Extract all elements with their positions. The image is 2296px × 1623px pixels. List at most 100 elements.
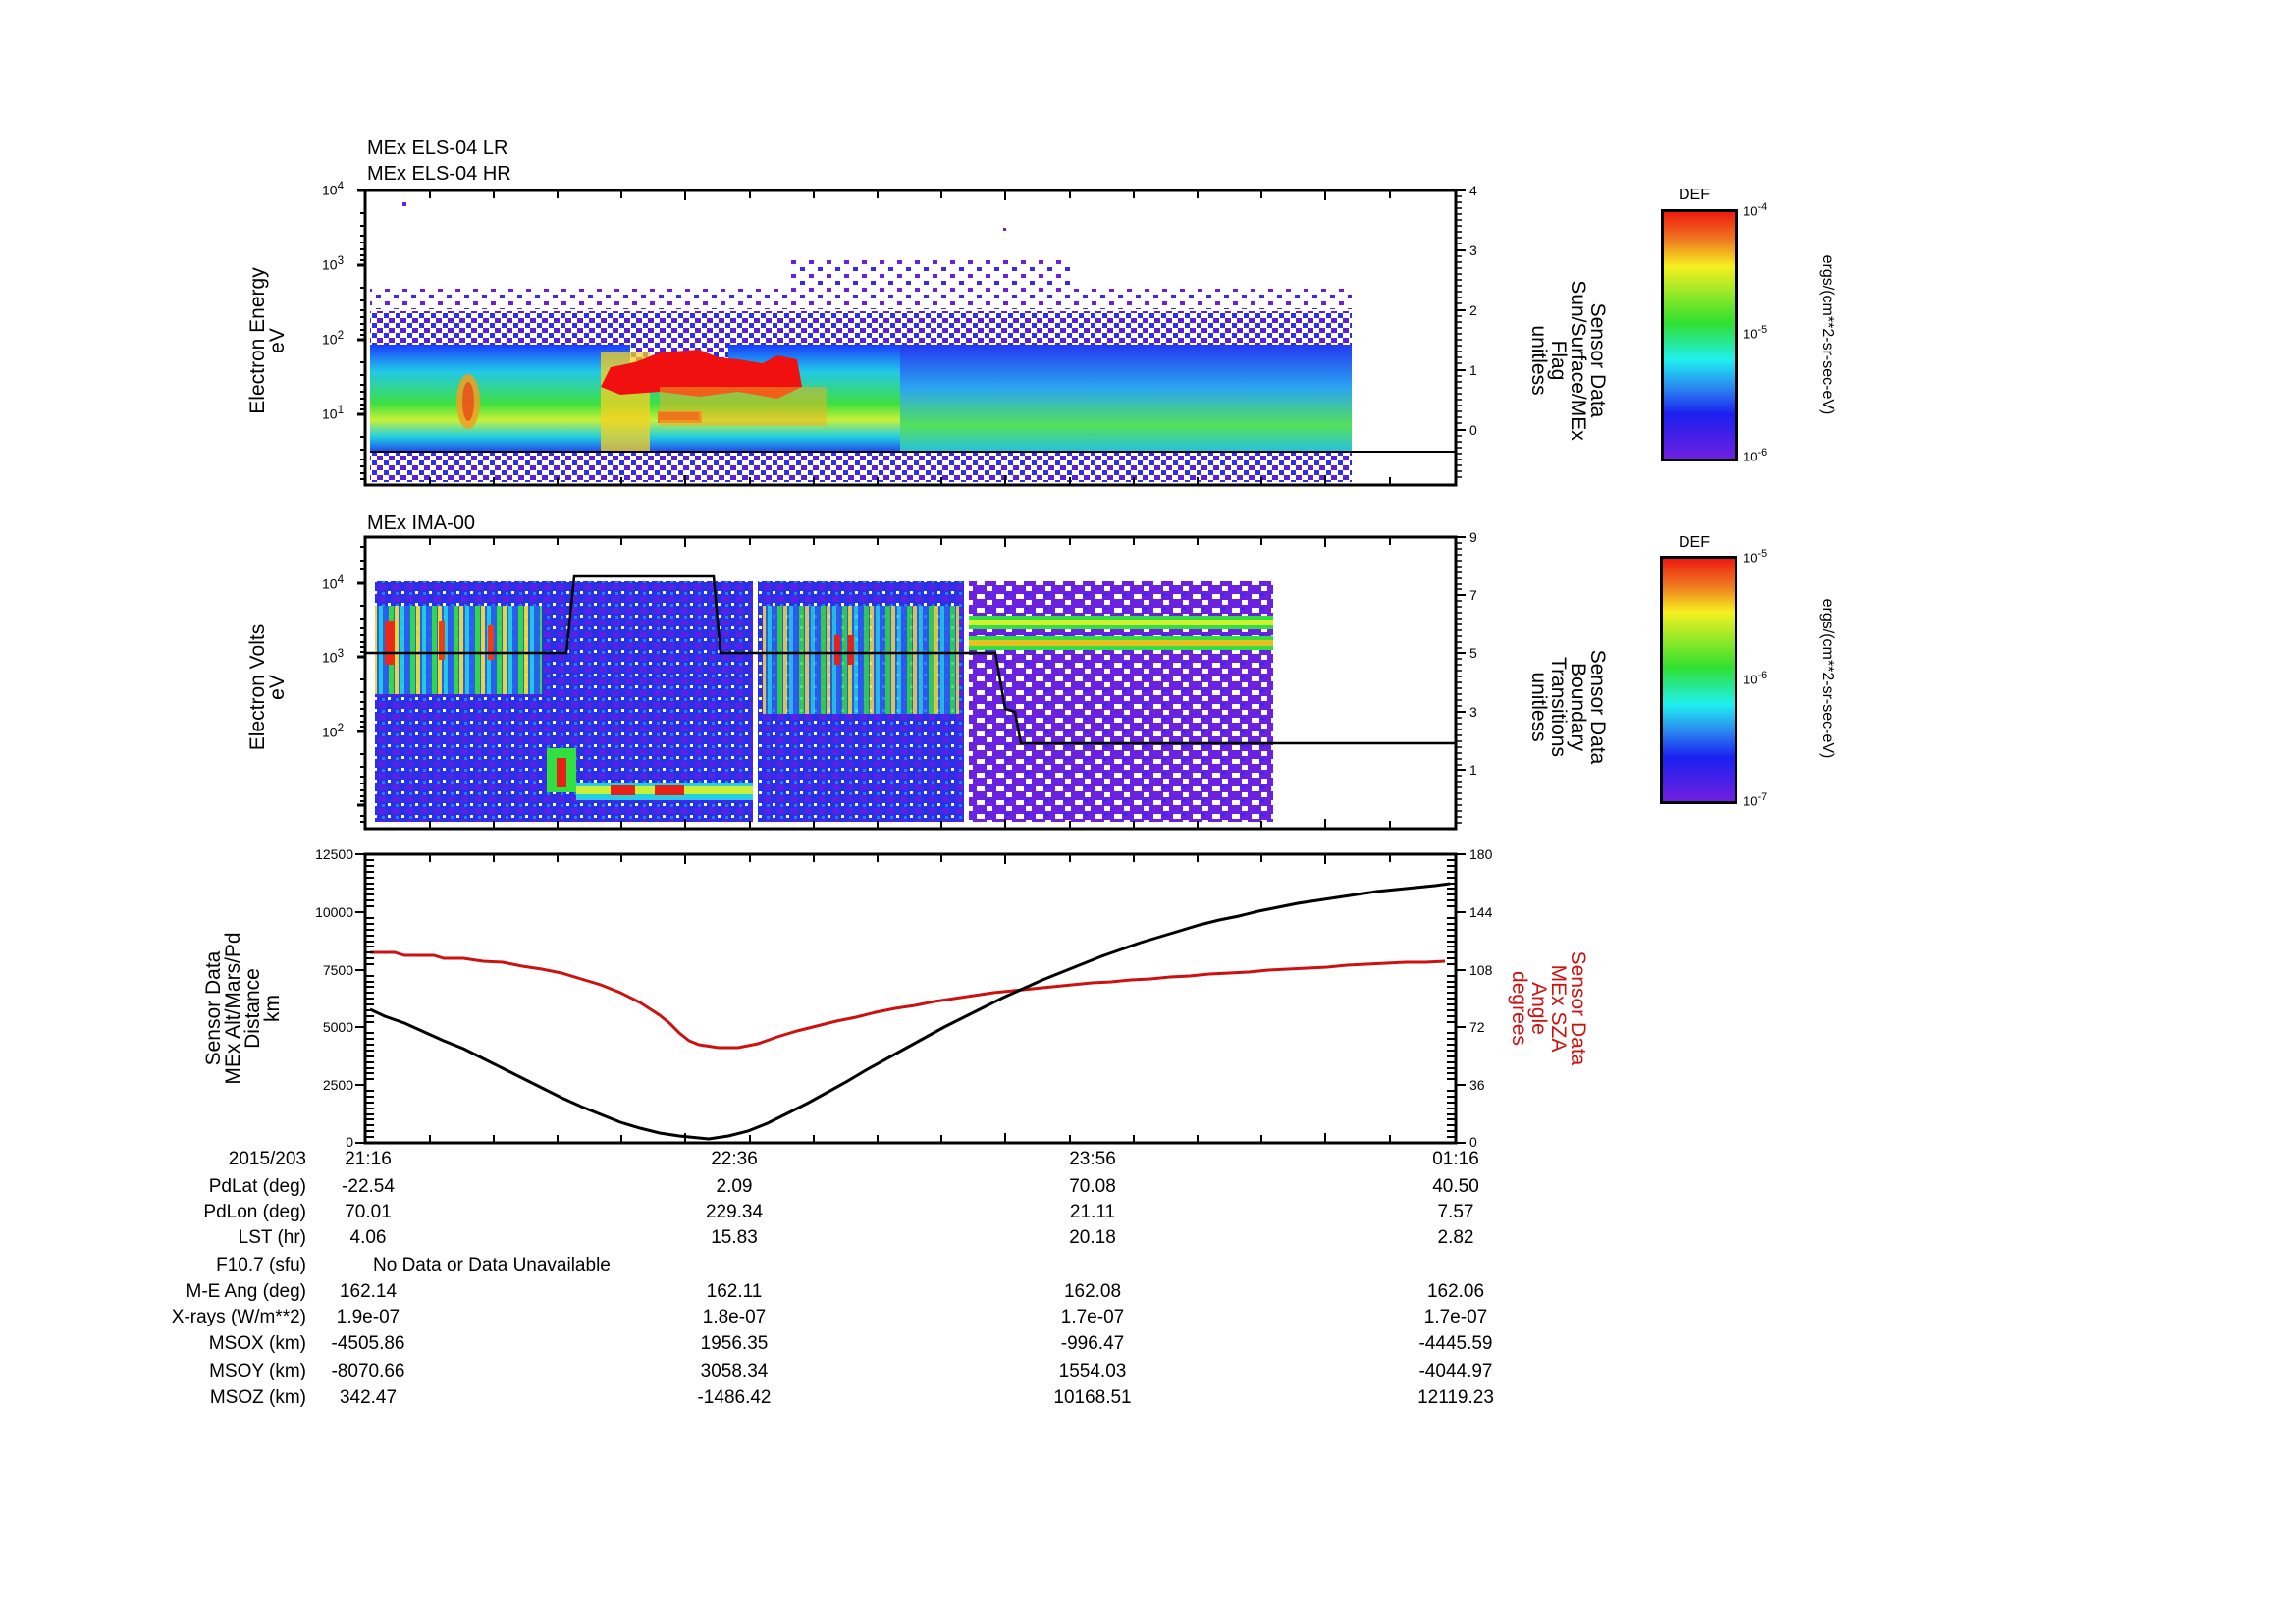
- cb-exp: -5: [1757, 324, 1768, 336]
- top-colorbar: [1661, 209, 1738, 461]
- cb-base: 10: [1743, 203, 1758, 219]
- msoz-1: -1486.42: [697, 1387, 772, 1408]
- meang-2: 162.08: [1063, 1281, 1122, 1302]
- pdlat-0: -22.54: [342, 1176, 395, 1197]
- bottom-ytick-12500: 12500: [315, 846, 353, 862]
- time-3: 01:16: [1432, 1149, 1479, 1169]
- lst-3: 2.82: [1437, 1227, 1474, 1248]
- top-y2-axis-label: Sensor Data Sun/Surface/MEx Flag unitles…: [1527, 280, 1609, 441]
- middle-panel-spectrogram: [357, 535, 1466, 831]
- top-colorbar-min: 10-6: [1743, 447, 1767, 463]
- lst-2: 20.18: [1069, 1227, 1116, 1248]
- row-label-lst: LST (hr): [238, 1227, 306, 1248]
- bottom-ytick-2500: 2500: [322, 1077, 353, 1093]
- tick-exp: 3: [337, 254, 345, 267]
- bottom-y2tick-144: 144: [1469, 904, 1493, 920]
- row-label-pdlat: PdLat (deg): [208, 1176, 306, 1197]
- middle-ytick-1e2: 102: [322, 722, 344, 740]
- top-ytick-1e4: 104: [322, 180, 344, 198]
- middle-colorbar-mid: 10-6: [1743, 670, 1767, 686]
- cb-base: 10: [1743, 672, 1758, 687]
- top-colorbar-mid: 10-5: [1743, 324, 1767, 341]
- top-colorbar-title: DEF: [1679, 187, 1710, 203]
- top-y2tick-1: 1: [1469, 362, 1477, 378]
- middle-y2tick-7: 7: [1469, 587, 1477, 603]
- pdlat-1: 2.09: [716, 1176, 753, 1197]
- middle-y2tick-5: 5: [1469, 645, 1477, 661]
- msoz-3: 12119.23: [1417, 1387, 1494, 1408]
- msoz-0: 342.47: [339, 1387, 398, 1408]
- bottom-y2tick-108: 108: [1469, 962, 1493, 978]
- top-y2tick-2: 2: [1469, 302, 1477, 318]
- tick-base: 10: [322, 256, 338, 273]
- top-y-axis-label: Electron Energy eV: [246, 267, 289, 414]
- top-ytick-1e1: 101: [322, 404, 344, 422]
- middle-y2tick-3: 3: [1469, 704, 1477, 720]
- msoz-2: 10168.51: [1053, 1387, 1132, 1408]
- middle-ytick-1e4: 104: [322, 573, 344, 592]
- tick-base: 10: [322, 406, 338, 422]
- cb-exp: -6: [1757, 447, 1768, 459]
- middle-y2tick-1: 1: [1469, 762, 1477, 778]
- tick-exp: 4: [337, 573, 345, 586]
- meang-3: 162.06: [1426, 1281, 1485, 1302]
- middle-colorbar: [1660, 556, 1737, 804]
- bottom-y2tick-180: 180: [1469, 846, 1493, 862]
- pdlon-0: 70.01: [345, 1202, 392, 1222]
- xrays-0: 1.9e-07: [336, 1307, 400, 1327]
- middle-panel-title: MEx IMA-00: [367, 513, 476, 534]
- row-label-msoy: MSOY (km): [209, 1361, 306, 1381]
- cb-exp: -4: [1757, 201, 1768, 213]
- bottom-ytick-5000: 5000: [322, 1019, 353, 1035]
- msox-3: -4445.59: [1418, 1333, 1493, 1354]
- tick-base: 10: [322, 331, 338, 348]
- tick-base: 10: [322, 649, 338, 666]
- meang-0: 162.14: [339, 1281, 398, 1302]
- cb-exp: -6: [1757, 670, 1768, 681]
- tick-base: 10: [322, 724, 338, 740]
- msox-0: -4505.86: [331, 1333, 405, 1354]
- middle-colorbar-max: 10-5: [1743, 548, 1767, 565]
- bottom-y2-axis-label: Sensor Data MEx SZA Angle degrees: [1508, 950, 1589, 1066]
- top-panel-title-lr: MEx ELS-04 LR: [367, 137, 508, 159]
- tick-base: 10: [322, 182, 338, 198]
- bottom-y2tick-36: 36: [1469, 1077, 1485, 1093]
- bottom-y-axis-label: Sensor Data MEx Alt/Mars/Pd Distance km: [202, 932, 284, 1085]
- time-2: 23:56: [1069, 1149, 1116, 1169]
- top-ytick-1e3: 103: [322, 254, 344, 273]
- top-y2tick-3: 3: [1469, 243, 1477, 258]
- top-colorbar-max: 10-4: [1743, 201, 1767, 218]
- row-label-msoz: MSOZ (km): [209, 1387, 306, 1408]
- pdlon-2: 21.11: [1069, 1202, 1116, 1222]
- msoy-2: 1554.03: [1058, 1361, 1127, 1381]
- top-ytick-1e2: 102: [322, 329, 344, 348]
- top-colorbar-units: ergs/(cm**2-sr-sec-eV): [1819, 254, 1836, 415]
- msox-2: -996.47: [1060, 1333, 1125, 1354]
- top-panel-title-hr: MEx ELS-04 HR: [367, 163, 511, 185]
- middle-colorbar-units: ergs/(cm**2-sr-sec-eV): [1819, 598, 1836, 759]
- row-label-f107: F10.7 (sfu): [216, 1255, 306, 1275]
- middle-colorbar-title: DEF: [1679, 534, 1710, 551]
- msox-1: 1956.35: [700, 1333, 769, 1354]
- bottom-y2tick-0: 0: [1469, 1134, 1477, 1150]
- meang-1: 162.11: [706, 1281, 763, 1302]
- tick-exp: 1: [337, 404, 345, 416]
- row-label-me-ang: M-E Ang (deg): [186, 1281, 307, 1302]
- cb-base: 10: [1743, 326, 1758, 342]
- time-1: 22:36: [711, 1149, 758, 1169]
- cb-base: 10: [1743, 793, 1758, 809]
- xrays-2: 1.7e-07: [1060, 1307, 1125, 1327]
- row-label-xrays: X-rays (W/m**2): [171, 1307, 306, 1327]
- tick-exp: 2: [337, 722, 345, 734]
- cb-exp: -5: [1757, 548, 1768, 560]
- msoy-1: 3058.34: [700, 1361, 769, 1381]
- middle-y2-axis-label: Sensor Data Boundary Transitions unitles…: [1527, 649, 1609, 765]
- row-label-msox: MSOX (km): [208, 1333, 306, 1354]
- tick-exp: 3: [337, 647, 345, 660]
- top-panel-spectrogram: [357, 189, 1466, 487]
- bottom-ytick-7500: 7500: [322, 962, 353, 978]
- pdlat-3: 40.50: [1432, 1176, 1479, 1197]
- time-0: 21:16: [345, 1149, 392, 1169]
- tick-exp: 4: [337, 180, 345, 192]
- pdlat-2: 70.08: [1069, 1176, 1116, 1197]
